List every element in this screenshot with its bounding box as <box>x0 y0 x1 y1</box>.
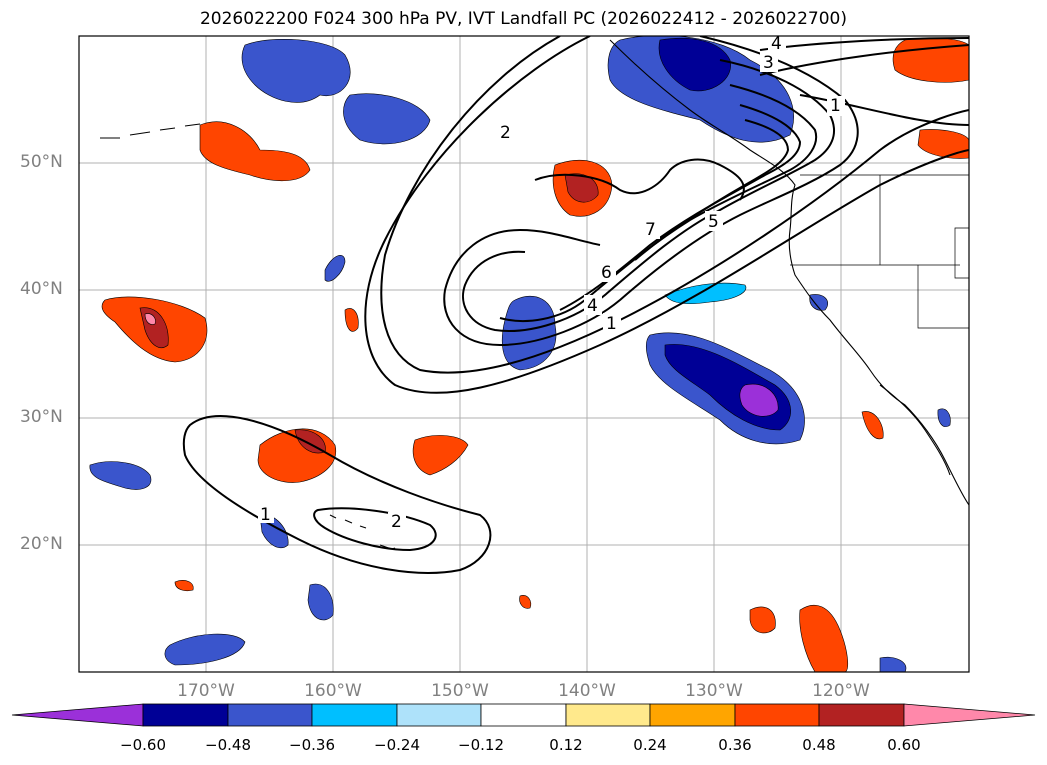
colorbar-tick-3: −0.36 <box>289 736 335 754</box>
contour-label-4-mid: 4 <box>587 296 598 316</box>
colorbar <box>11 703 1036 727</box>
colorbar-tick-5: −0.12 <box>458 736 504 754</box>
blue-blob-small-1 <box>324 255 346 282</box>
lon-label-170w: 170°W <box>177 681 235 701</box>
colorbar-bin-8 <box>734 703 820 727</box>
colorbar-tick-6: 0.12 <box>549 736 583 754</box>
map-title: 2026022200 F024 300 hPa PV, IVT Landfall… <box>199 9 847 29</box>
red-core-mid-north <box>564 173 599 203</box>
blue-blob-small-7 <box>879 657 907 672</box>
contour-level-1 <box>443 36 859 347</box>
lat-label-30n: 30°N <box>20 407 63 427</box>
contour-inner-loop <box>534 158 745 201</box>
north-america-coast <box>609 39 969 506</box>
orange-blob-se-small-2 <box>799 605 849 672</box>
colorbar-extend-right <box>903 703 1036 727</box>
colorbar-tick-9: 0.48 <box>802 736 836 754</box>
contour-label-5: 5 <box>708 212 719 232</box>
darkblue-core-alaska <box>658 37 731 92</box>
contour-label-4-top: 4 <box>771 34 782 54</box>
colorbar-tick-4: −0.24 <box>374 736 420 754</box>
contour-label-6: 6 <box>601 263 612 283</box>
contour-label-1-south: 1 <box>260 505 271 525</box>
orange-blob-ne-2 <box>917 129 969 159</box>
contour-label-1-mid: 1 <box>606 314 617 334</box>
colorbar-bin-4 <box>396 703 482 727</box>
contour-label-7: 7 <box>645 220 656 240</box>
colorbar-bin-7 <box>649 703 736 727</box>
lon-label-140w: 140°W <box>558 681 616 701</box>
state-border-4 <box>954 227 969 279</box>
lightblue-streak <box>664 282 747 305</box>
lon-label-160w: 160°W <box>304 681 362 701</box>
contour-label-2-south: 2 <box>391 512 402 532</box>
coastlines <box>100 39 969 550</box>
colorbar-bin-9 <box>818 703 905 727</box>
orange-blob-central-2 <box>412 435 469 476</box>
lat-label-40n: 40°N <box>20 279 63 299</box>
orange-blob-sw-small <box>174 580 194 592</box>
contour-level-4 <box>559 104 802 311</box>
colorbar-bin-2 <box>227 703 313 727</box>
negative-anomaly-regions <box>89 36 951 672</box>
colorbar-tick-10: 0.60 <box>887 736 921 754</box>
blue-blob-gulf-alaska <box>343 93 431 145</box>
blue-blob-small-2 <box>89 461 152 490</box>
lon-label-120w: 120°W <box>812 681 870 701</box>
contour-outer-1 <box>364 36 969 394</box>
contour-level-5 <box>634 119 790 261</box>
blue-blob-small-5 <box>164 633 246 666</box>
contour-label-3: 3 <box>763 53 774 73</box>
colorbar-tick-2: −0.48 <box>205 736 251 754</box>
pink-core-west <box>144 313 156 325</box>
lat-label-50n: 50°N <box>20 152 63 172</box>
colorbar-bin-6 <box>565 703 651 727</box>
lon-label-150w: 150°W <box>431 681 489 701</box>
blue-blob-small-8 <box>937 408 951 428</box>
orange-blob-small-mid <box>344 308 359 332</box>
contour-outer-2 <box>380 36 969 374</box>
contour-subtropical-inner <box>313 507 437 552</box>
blue-blob-mid <box>501 295 557 371</box>
colorbar-extend-left <box>11 703 144 727</box>
colorbar-tick-7: 0.24 <box>633 736 667 754</box>
colorbar-bin-3 <box>311 703 398 727</box>
colorbar-tick-1: −0.60 <box>120 736 166 754</box>
blue-blob-small-4 <box>307 583 334 621</box>
orange-blob-se-small-1 <box>749 606 776 634</box>
contour-label-1-ne: 1 <box>830 96 841 116</box>
ivt-contours <box>182 36 969 574</box>
lon-label-130w: 130°W <box>685 681 743 701</box>
contour-level-3 <box>499 84 818 322</box>
contour-subtropical-outer <box>182 415 492 574</box>
colorbar-bin-5 <box>480 703 567 727</box>
orange-blob-tiny <box>519 595 532 609</box>
baja-peninsula <box>879 384 951 476</box>
colorbar-bin-1 <box>142 703 229 727</box>
orange-blob-baja <box>861 411 884 440</box>
blue-blob-small-6 <box>809 294 829 311</box>
purple-core-se <box>739 383 779 417</box>
colorbar-tick-8: 0.36 <box>718 736 752 754</box>
contour-labels: 4 3 2 1 7 5 6 4 1 2 1 <box>258 34 845 532</box>
aleutian-islands <box>100 123 201 139</box>
contour-level-3-ne <box>759 44 969 76</box>
contour-label-2-north: 2 <box>500 123 511 143</box>
contour-level-1-ne <box>799 94 969 126</box>
map-border <box>78 35 970 673</box>
orange-blob-ne <box>892 37 969 83</box>
state-border-3 <box>917 265 969 329</box>
blue-blob-north-pacific <box>241 38 351 103</box>
hawaii-islands <box>329 514 396 550</box>
lat-label-20n: 20°N <box>20 534 63 554</box>
orange-blob-nw <box>199 121 311 182</box>
political-borders <box>790 174 969 329</box>
